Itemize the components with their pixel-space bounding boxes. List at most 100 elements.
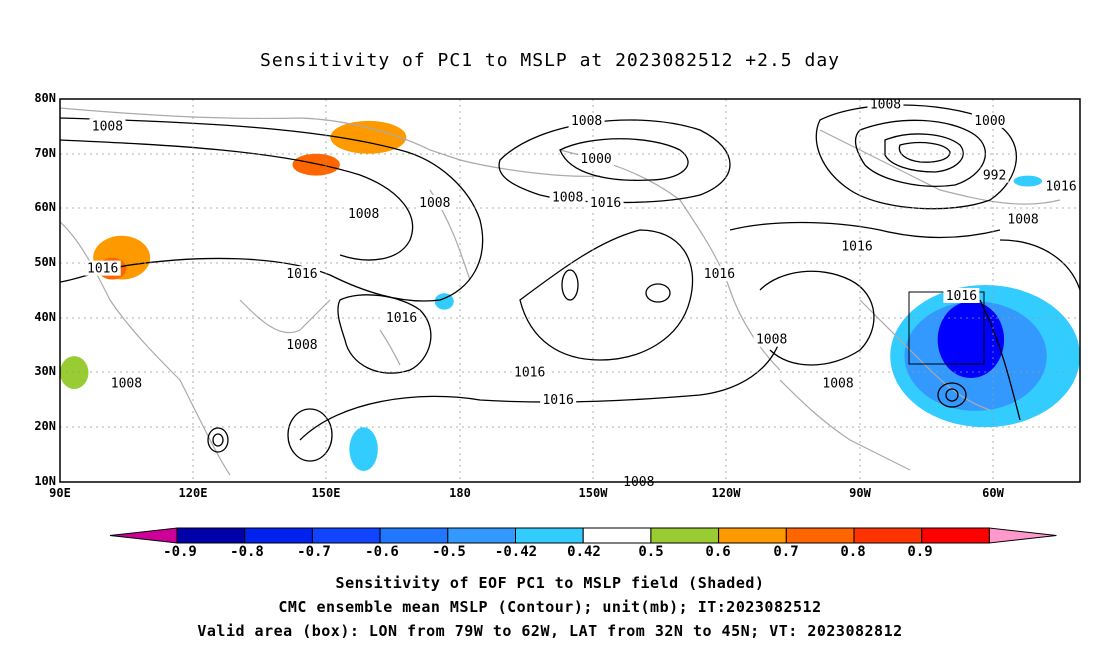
colorbar xyxy=(109,527,1057,544)
colorbar-label: 0.5 xyxy=(638,544,664,560)
colorbar-segment xyxy=(176,527,246,544)
contour-label-background xyxy=(108,375,145,391)
contour-label: 1008 xyxy=(286,338,317,353)
contour-label: 992 xyxy=(983,169,1006,184)
contour-label: 1008 xyxy=(552,190,583,205)
contour-label: 1008 xyxy=(111,377,142,392)
colorbar-label: 0.7 xyxy=(773,544,799,560)
lat-tick-label: 50N xyxy=(34,255,56,269)
contour-label-background xyxy=(416,194,453,210)
colorbar-segment xyxy=(853,527,923,544)
contour-label: 1008 xyxy=(822,377,853,392)
mslp-contours xyxy=(60,104,1080,462)
colorbar-segment xyxy=(311,527,381,544)
contour-label-background xyxy=(345,205,382,221)
shaded-region xyxy=(434,293,454,310)
contour-label-background xyxy=(1043,178,1080,194)
colorbar-segment xyxy=(515,527,584,544)
shaded-region xyxy=(292,153,340,176)
contour-label: 1000 xyxy=(580,152,611,167)
colorbar-label: 0.8 xyxy=(840,544,866,560)
contour-label: 1008 xyxy=(756,333,787,348)
lon-tick-label: 180 xyxy=(449,486,471,500)
contour-label: 1008 xyxy=(1007,212,1038,227)
lat-tick-label: 70N xyxy=(34,146,56,160)
lat-tick-label: 40N xyxy=(34,310,56,324)
contour-label: 1016 xyxy=(286,267,317,282)
contour-label-background xyxy=(867,96,904,112)
caption-line: CMC ensemble mean MSLP (Contour); unit(m… xyxy=(278,598,822,616)
contour-label: 1016 xyxy=(704,267,735,282)
contour-label-background xyxy=(283,266,320,282)
lon-tick-label: 120E xyxy=(178,486,208,500)
contour-label: 1016 xyxy=(590,196,621,211)
lat-tick-label: 20N xyxy=(34,419,56,433)
contour-label: 1000 xyxy=(974,114,1005,129)
colorbar-label: -0.8 xyxy=(230,544,264,560)
colorbar-left-triangle xyxy=(109,527,178,544)
sensitivity-shading xyxy=(60,120,1080,472)
contour-label-background xyxy=(971,112,1008,128)
contour-label: 1016 xyxy=(514,366,545,381)
contour-labels: 1008 1008 1000 1008 1016 1008 1008 1016 1016 1016… xyxy=(84,96,1080,490)
colorbar-segment xyxy=(244,527,313,544)
map-frame xyxy=(59,98,1081,483)
lon-tick-label: 120W xyxy=(711,486,741,500)
colorbar-label: -0.5 xyxy=(432,544,466,560)
contour-label-background xyxy=(511,364,548,380)
lon-tick-label: 90E xyxy=(49,486,71,500)
colorbar-segment xyxy=(650,527,720,544)
colorbar-segment xyxy=(921,527,990,544)
colorbar-label: -0.9 xyxy=(163,544,197,560)
colorbar-segment xyxy=(447,527,516,544)
contour-label-background xyxy=(980,167,1009,183)
colorbar-label: 0.42 xyxy=(567,544,601,560)
lat-tick-label: 10N xyxy=(34,474,56,488)
contour-label: 1016 xyxy=(386,311,417,326)
shaded-region xyxy=(60,356,89,389)
colorbar-segment xyxy=(718,527,787,544)
caption-line: Valid area (box): LON from 79W to 62W, L… xyxy=(197,622,903,640)
lat-tick-label: 30N xyxy=(34,364,56,378)
lat-tick-label: 80N xyxy=(34,91,56,105)
contour-label-background xyxy=(549,189,586,205)
contour-label-background xyxy=(1005,211,1042,227)
contour-label-background xyxy=(578,151,615,167)
grid-lines xyxy=(60,99,1080,482)
contour-label-background xyxy=(820,375,857,391)
lat-tick-label: 60N xyxy=(34,200,56,214)
contour-label-background xyxy=(568,112,605,128)
contour-label: 1016 xyxy=(946,289,977,304)
contour-label: 1016 xyxy=(542,393,573,408)
colorbar-right-triangle xyxy=(988,527,1057,544)
contour-label: 1008 xyxy=(571,114,602,129)
contour-label-background xyxy=(540,391,577,407)
contour-label: 1008 xyxy=(870,97,901,112)
colorbar-segment xyxy=(582,527,652,544)
contour-label: 1008 xyxy=(92,119,123,134)
shaded-region xyxy=(330,120,407,154)
colorbar-label: -0.6 xyxy=(365,544,399,560)
contour-label-background xyxy=(84,260,121,276)
map-title: Sensitivity of PC1 to MSLP at 2023082512… xyxy=(259,50,840,71)
colorbar-label: 0.9 xyxy=(907,544,933,560)
lon-tick-label: 90W xyxy=(849,486,871,500)
colorbar-label: -0.42 xyxy=(494,544,538,560)
colorbar-label: 0.6 xyxy=(705,544,731,560)
lon-tick-label: 150W xyxy=(578,486,608,500)
contour-label-background xyxy=(701,266,738,282)
contour-label-background xyxy=(753,331,790,347)
contour-label: 1016 xyxy=(87,262,118,277)
caption-line: Sensitivity of EOF PC1 to MSLP field (Sh… xyxy=(335,574,765,592)
contour-label-background xyxy=(943,287,980,303)
shaded-region xyxy=(1013,175,1043,187)
lon-tick-label: 150E xyxy=(311,486,341,500)
contour-label: 1016 xyxy=(841,240,872,255)
contour-label-background xyxy=(89,118,126,134)
shaded-region xyxy=(937,301,1005,379)
contour-label-background xyxy=(587,194,624,210)
colorbar-segment xyxy=(379,527,449,544)
contour-label-background xyxy=(383,309,420,325)
contour-label: 1008 xyxy=(419,196,450,211)
